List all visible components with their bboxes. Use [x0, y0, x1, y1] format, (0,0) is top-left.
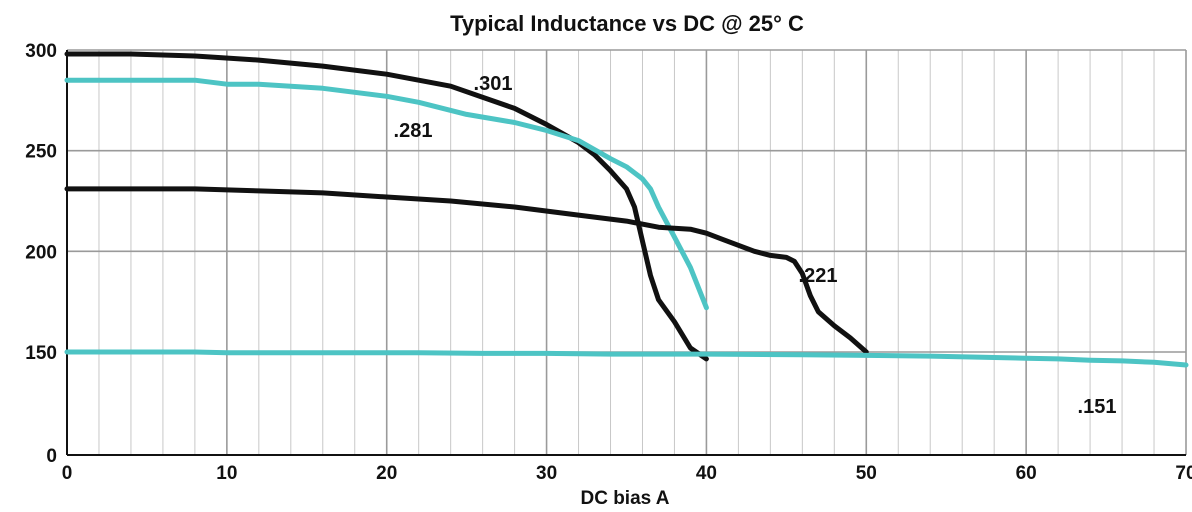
x-tick-label: 0 [62, 463, 73, 484]
curve-label-151: .151 [1078, 396, 1117, 418]
tick-labels: 0 10 20 30 40 50 60 70 0 150 200 250 300 [25, 41, 1192, 484]
y-tick-label: 200 [25, 242, 57, 263]
curve-label-281: .281 [394, 120, 433, 142]
x-tick-label: 70 [1175, 463, 1192, 484]
x-tick-label: 60 [1016, 463, 1037, 484]
x-tick-label: 40 [696, 463, 717, 484]
x-tick-label: 20 [376, 463, 397, 484]
curve-221 [64, 186, 869, 355]
x-tick-label: 30 [536, 463, 557, 484]
x-tick-label: 10 [216, 463, 237, 484]
curve-301 [64, 51, 709, 362]
y-tick-label: 250 [25, 142, 57, 163]
y-tick-label: 0 [46, 446, 57, 467]
chart-title: Typical Inductance vs DC @ 25° C [450, 11, 804, 36]
grid [66, 49, 1187, 456]
curve-label-221: .221 [799, 265, 838, 287]
curve-labels: .301 .281 .221 .151 [394, 73, 1117, 418]
curve-label-301: .301 [474, 73, 513, 95]
x-tick-label: 50 [856, 463, 877, 484]
y-tick-label: 300 [25, 41, 57, 62]
curves [64, 51, 1189, 368]
curve-281 [64, 77, 709, 311]
curve-151 [64, 349, 1189, 368]
axes [66, 50, 1186, 456]
y-tick-label: 150 [25, 343, 57, 364]
x-axis-label: DC bias A [580, 488, 669, 509]
